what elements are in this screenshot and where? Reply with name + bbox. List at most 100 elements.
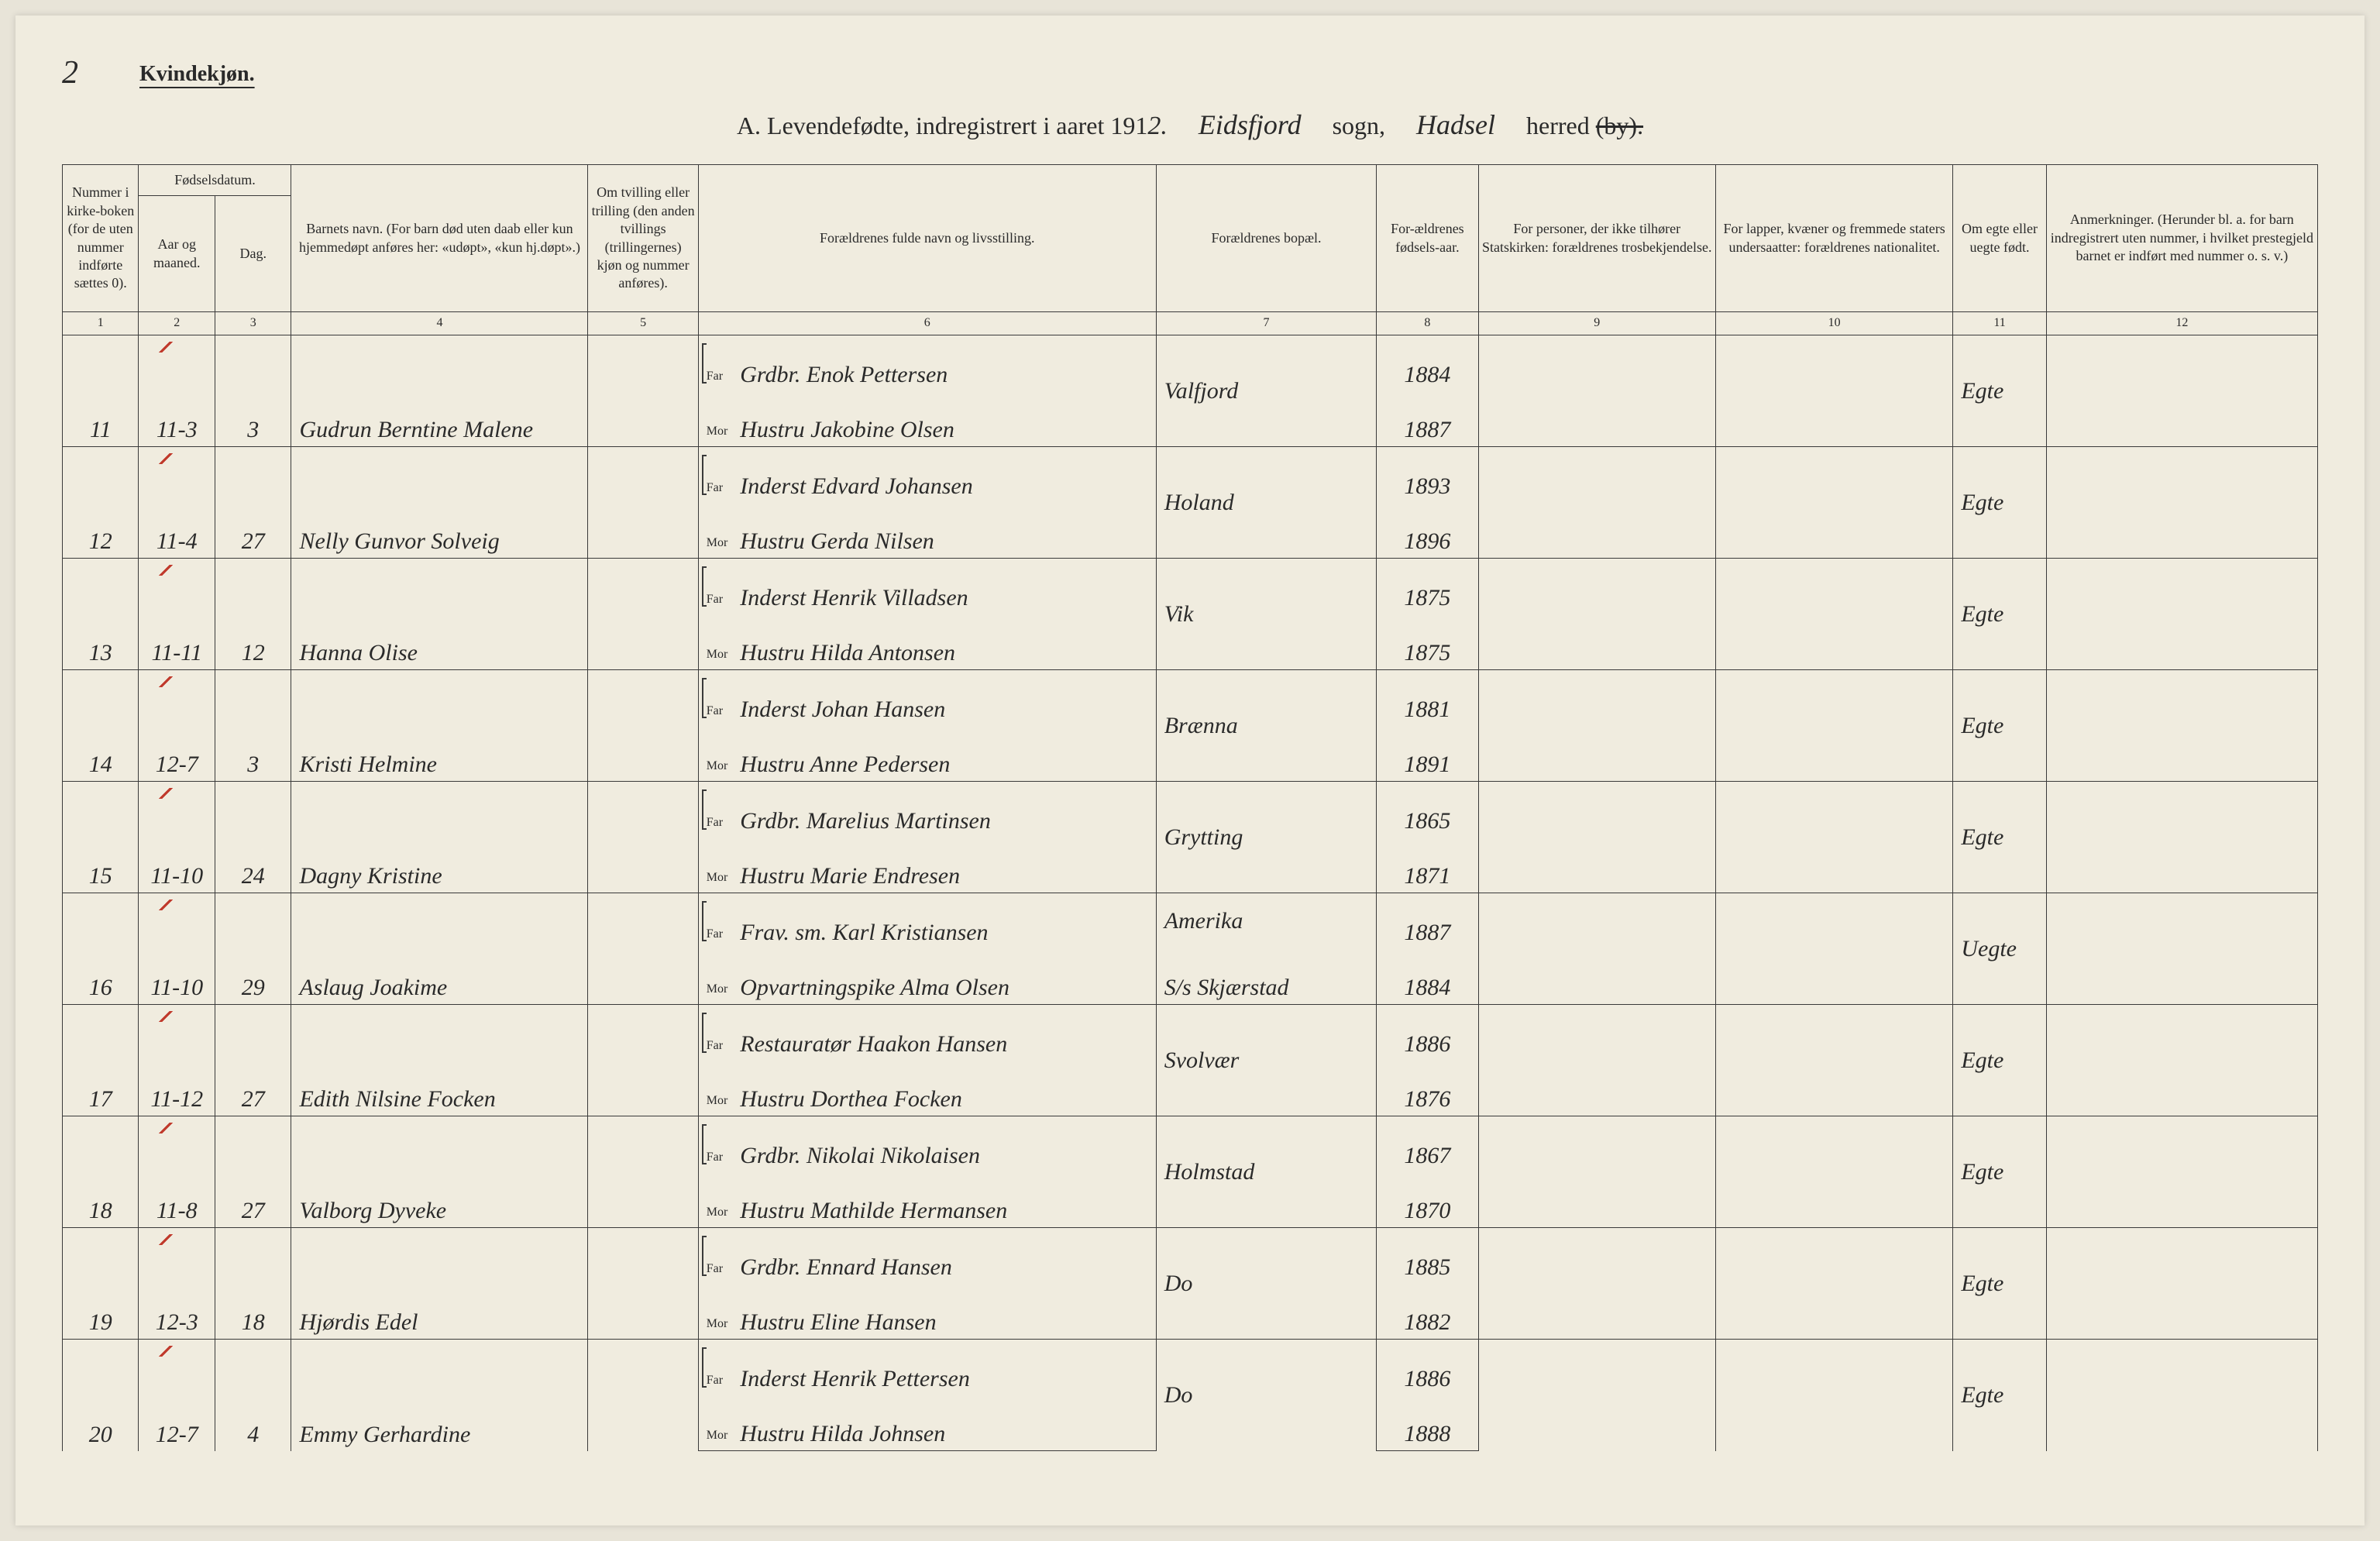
cell-name: Aslaug Joakime	[291, 893, 588, 1005]
cell-num: 13	[63, 559, 139, 670]
cell-bopel: Svolvær	[1156, 1005, 1377, 1116]
cell-bopel2: S/s Skjærstad	[1156, 949, 1377, 1005]
colnum-5: 5	[588, 312, 698, 335]
table-row: 1611-1029Aslaug JoakimeFar Frav. sm. Kar…	[63, 893, 2318, 949]
col-header-4: Barnets navn. (For barn død uten daab el…	[291, 165, 588, 312]
cell-num: 11	[63, 335, 139, 447]
cell-tros	[1478, 447, 1715, 559]
cell-num: 19	[63, 1228, 139, 1340]
col-header-3: Dag.	[215, 196, 291, 312]
cell-name: Dagny Kristine	[291, 782, 588, 893]
red-tick-mark	[154, 1346, 177, 1357]
cell-bopel: Vik	[1156, 559, 1377, 670]
table-row: 1711-1227Edith Nilsine FockenFar Restaur…	[63, 1005, 2318, 1061]
cell-mor-aar: 1887	[1377, 391, 1478, 447]
cell-mor: Mor Opvartningspike Alma Olsen	[698, 949, 1156, 1005]
red-tick-mark	[154, 453, 177, 464]
cell-day: 3	[215, 335, 291, 447]
cell-twin	[588, 782, 698, 893]
table-row: 1111-33Gudrun Berntine MaleneFar Grdbr. …	[63, 335, 2318, 391]
cell-far: Far Grdbr. Enok Pettersen	[698, 335, 1156, 391]
col-header-6: Forældrenes fulde navn og livsstilling.	[698, 165, 1156, 312]
cell-anm	[2046, 559, 2317, 670]
far-label: Far	[707, 816, 734, 830]
cell-month: 12-7	[139, 670, 215, 782]
herred-value: Hadsel	[1416, 108, 1495, 141]
herred-label: herred	[1526, 112, 1596, 139]
colnum-12: 12	[2046, 312, 2317, 335]
col-header-12: Anmerkninger. (Herunder bl. a. for barn …	[2046, 165, 2317, 312]
cell-far-aar: 1881	[1377, 670, 1478, 726]
colnum-7: 7	[1156, 312, 1377, 335]
cell-day: 24	[215, 782, 291, 893]
cell-month: 11-10	[139, 782, 215, 893]
cell-anm	[2046, 670, 2317, 782]
red-tick-mark	[154, 899, 177, 910]
cell-bopel: Holand	[1156, 447, 1377, 559]
mor-label: Mor	[707, 871, 734, 885]
cell-bopel: Valfjord	[1156, 335, 1377, 447]
cell-mor: Mor Hustru Hilda Johnsen	[698, 1395, 1156, 1451]
cell-egte: Egte	[1953, 1340, 2046, 1451]
cell-anm	[2046, 447, 2317, 559]
cell-name: Edith Nilsine Focken	[291, 1005, 588, 1116]
sogn-label: sogn,	[1333, 112, 1385, 140]
cell-twin	[588, 1116, 698, 1228]
cell-nat	[1715, 1005, 1952, 1116]
cell-far: Far Inderst Henrik Pettersen	[698, 1340, 1156, 1395]
cell-far-aar: 1884	[1377, 335, 1478, 391]
mor-label: Mor	[707, 648, 734, 662]
register-table: Nummer i kirke-boken (for de uten nummer…	[62, 164, 2318, 1451]
cell-num: 16	[63, 893, 139, 1005]
cell-mor: Mor Hustru Anne Pedersen	[698, 726, 1156, 782]
table-row: 1912-318Hjørdis EdelFar Grdbr. Ennard Ha…	[63, 1228, 2318, 1284]
cell-mor: Mor Hustru Mathilde Hermansen	[698, 1172, 1156, 1228]
cell-egte: Egte	[1953, 335, 2046, 447]
col-header-7: Forældrenes bopæl.	[1156, 165, 1377, 312]
cell-day: 3	[215, 670, 291, 782]
cell-egte: Egte	[1953, 559, 2046, 670]
cell-far-aar: 1893	[1377, 447, 1478, 503]
cell-name: Valborg Dyveke	[291, 1116, 588, 1228]
red-tick-mark	[154, 1011, 177, 1022]
colnum-4: 4	[291, 312, 588, 335]
page-number: 2	[62, 54, 78, 91]
far-label: Far	[707, 1151, 734, 1164]
col-header-8: For-ældrenes fødsels-aar.	[1377, 165, 1478, 312]
cell-nat	[1715, 893, 1952, 1005]
cell-far: Far Grdbr. Nikolai Nikolaisen	[698, 1116, 1156, 1172]
cell-mor-aar: 1871	[1377, 838, 1478, 893]
cell-egte: Egte	[1953, 782, 2046, 893]
cell-far-aar: 1886	[1377, 1340, 1478, 1395]
cell-far: Far Frav. sm. Karl Kristiansen	[698, 893, 1156, 949]
cell-mor-aar: 1896	[1377, 503, 1478, 559]
cell-twin	[588, 335, 698, 447]
far-label: Far	[707, 927, 734, 941]
cell-bopel: Do	[1156, 1340, 1377, 1451]
cell-mor-aar: 1870	[1377, 1172, 1478, 1228]
cell-bopel: Grytting	[1156, 782, 1377, 893]
cell-nat	[1715, 782, 1952, 893]
cell-month: 11-8	[139, 1116, 215, 1228]
far-label: Far	[707, 481, 734, 495]
cell-far: Far Inderst Edvard Johansen	[698, 447, 1156, 503]
cell-mor: Mor Hustru Hilda Antonsen	[698, 614, 1156, 670]
cell-mor-aar: 1882	[1377, 1284, 1478, 1340]
cell-egte: Egte	[1953, 1116, 2046, 1228]
cell-far: Far Inderst Henrik Villadsen	[698, 559, 1156, 614]
cell-tros	[1478, 782, 1715, 893]
col-header-2: Aar og maaned.	[139, 196, 215, 312]
table-row: 1311-1112Hanna OliseFar Inderst Henrik V…	[63, 559, 2318, 614]
mor-label: Mor	[707, 1317, 734, 1331]
cell-day: 18	[215, 1228, 291, 1340]
cell-bopel: Do	[1156, 1228, 1377, 1340]
cell-far: Far Grdbr. Marelius Martinsen	[698, 782, 1156, 838]
title-year-suffix: 2.	[1147, 112, 1168, 140]
cell-anm	[2046, 335, 2317, 447]
cell-name: Hjørdis Edel	[291, 1228, 588, 1340]
col-header-1: Nummer i kirke-boken (for de uten nummer…	[63, 165, 139, 312]
colnum-6: 6	[698, 312, 1156, 335]
cell-num: 17	[63, 1005, 139, 1116]
cell-month: 11-12	[139, 1005, 215, 1116]
red-tick-mark	[154, 565, 177, 576]
